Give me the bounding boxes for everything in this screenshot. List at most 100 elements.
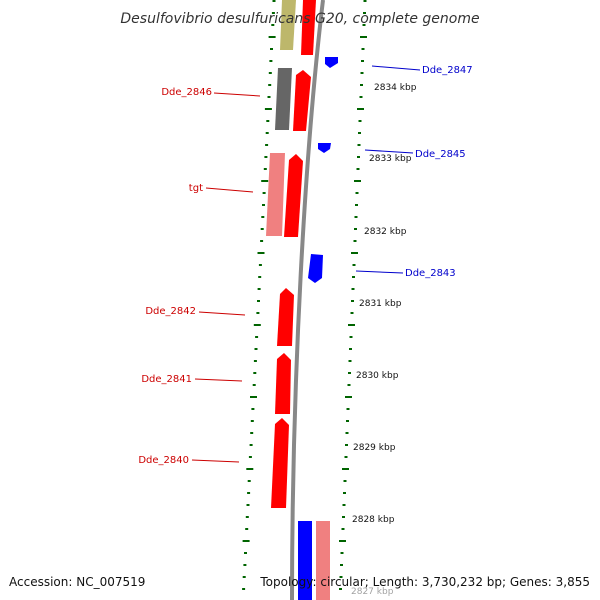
gc-track-inner-mark bbox=[257, 252, 265, 254]
gc-track-outer-mark bbox=[354, 228, 357, 230]
gc-track-outer-mark bbox=[357, 108, 364, 110]
gc-track-outer-mark bbox=[360, 36, 367, 38]
gc-track-outer-mark bbox=[360, 84, 363, 86]
gc-track-inner-mark bbox=[268, 36, 276, 38]
gene-red-top bbox=[301, 0, 316, 55]
gc-track-inner-mark bbox=[257, 300, 260, 302]
gc-track-inner-mark bbox=[249, 444, 253, 446]
gene-dde-2847 bbox=[325, 57, 338, 68]
gc-track-outer-mark bbox=[352, 276, 355, 278]
gc-track-inner-mark bbox=[264, 108, 272, 110]
gc-track-inner-mark bbox=[270, 48, 273, 50]
genome-backbone bbox=[290, 0, 325, 600]
gene-olive-feature bbox=[280, 0, 296, 50]
gc-track-outer-mark bbox=[363, 0, 367, 2]
gc-track-outer-mark bbox=[351, 300, 354, 302]
gc-track-outer-mark bbox=[362, 24, 366, 26]
gc-track-inner-mark bbox=[252, 384, 256, 386]
gc-track-inner-mark bbox=[254, 348, 258, 350]
gc-track-inner-mark bbox=[253, 360, 257, 362]
gc-track-inner-mark bbox=[271, 24, 275, 26]
gc-track-inner-mark bbox=[247, 492, 251, 494]
gc-track-inner-mark bbox=[245, 528, 249, 530]
gc-track-inner-mark bbox=[271, 12, 275, 14]
gc-track-inner-mark bbox=[261, 216, 265, 218]
gc-track-outer-mark bbox=[359, 96, 363, 98]
gc-track-inner-mark bbox=[242, 576, 246, 578]
gc-track-outer-mark bbox=[363, 12, 366, 14]
gc-track-outer-mark bbox=[345, 432, 349, 434]
gc-track-outer-mark bbox=[361, 48, 365, 50]
gc-track-inner-mark bbox=[247, 480, 251, 482]
gc-track-inner-mark bbox=[272, 0, 276, 2]
gc-track-outer-mark bbox=[355, 192, 359, 194]
gc-track-inner-mark bbox=[258, 264, 262, 266]
gc-track-inner-mark bbox=[268, 84, 272, 86]
gc-track-outer-mark bbox=[346, 420, 349, 422]
gene-dde-2842 bbox=[277, 288, 294, 346]
gc-track-outer-mark bbox=[355, 204, 358, 206]
gc-track-outer-mark bbox=[348, 360, 352, 362]
gc-track-outer-mark bbox=[345, 396, 352, 398]
kbp-label-2827: 2827 kbp bbox=[351, 587, 394, 597]
label-tgt: tgt bbox=[189, 183, 203, 194]
gc-track-outer-mark bbox=[342, 468, 349, 470]
gc-track-inner-mark bbox=[262, 192, 266, 194]
gene-tgt bbox=[284, 154, 303, 237]
gc-track-outer-mark bbox=[352, 264, 356, 266]
gc-track-inner-mark bbox=[244, 552, 247, 554]
gc-track-outer-mark bbox=[350, 312, 354, 314]
gc-track-outer-mark bbox=[345, 444, 348, 446]
gc-track-outer-mark bbox=[341, 528, 345, 530]
gc-track-inner-mark bbox=[250, 432, 254, 434]
kbp-label-2831: 2831 kbp bbox=[359, 299, 402, 309]
label-dde-2847: Dde_2847 bbox=[422, 65, 473, 76]
gene-labels: Dde_2847 Dde_2846 Dde_2845 tgt Dde_2843 … bbox=[138, 65, 472, 466]
kbp-label-2834: 2834 kbp bbox=[374, 83, 417, 93]
label-dde-2840: Dde_2840 bbox=[138, 455, 189, 466]
gc-track-inner-mark bbox=[260, 240, 264, 242]
gc-track-outer-mark bbox=[353, 240, 357, 242]
kbp-label-2830: 2830 kbp bbox=[356, 371, 399, 381]
gc-track-outer-mark bbox=[346, 408, 350, 410]
features bbox=[266, 0, 338, 600]
gc-track-outer-mark bbox=[339, 540, 346, 542]
gc-track-inner-mark bbox=[242, 540, 250, 542]
gc-track-outer-mark bbox=[348, 372, 351, 374]
label-dde-2845: Dde_2845 bbox=[415, 149, 466, 160]
gc-track-inner-mark bbox=[266, 120, 270, 122]
gc-track-outer-mark bbox=[342, 516, 345, 518]
kbp-label-2828: 2828 kbp bbox=[352, 515, 395, 525]
gc-track-outer-mark bbox=[357, 144, 361, 146]
gc-track-inner-mark bbox=[262, 204, 265, 206]
gc-track-inner-mark bbox=[263, 168, 267, 170]
gc-track-inner-mark bbox=[268, 72, 272, 74]
gene-dde-2846 bbox=[293, 70, 311, 131]
gc-track-inner-mark bbox=[258, 276, 262, 278]
gene-tgt-light bbox=[266, 153, 285, 236]
gc-track-inner-mark bbox=[253, 324, 261, 326]
gc-track-outer-mark bbox=[358, 132, 361, 134]
gc-track-inner-mark bbox=[264, 156, 268, 158]
gc-track-outer-mark bbox=[358, 120, 362, 122]
gc-track-outer-mark bbox=[348, 324, 355, 326]
gc-track-inner-mark bbox=[253, 372, 257, 374]
gc-track-outer-mark bbox=[344, 456, 348, 458]
gc-track-outer-mark bbox=[354, 216, 358, 218]
gc-track-inner-mark bbox=[246, 468, 254, 470]
gc-track-inner-mark bbox=[245, 516, 249, 518]
gc-track-inner-mark bbox=[265, 132, 269, 134]
gene-blue-bottom bbox=[298, 521, 312, 600]
gc-track-outer-mark bbox=[340, 552, 344, 554]
gc-track-inner-mark bbox=[248, 456, 252, 458]
gc-track-outer-mark bbox=[349, 336, 353, 338]
gc-track-inner-mark bbox=[242, 588, 246, 590]
accession-text: Accession: NC_007519 bbox=[9, 575, 145, 589]
gene-dde-2845 bbox=[318, 143, 331, 153]
genome-summary-text: Topology: circular; Length: 3,730,232 bp… bbox=[259, 575, 590, 589]
gc-track-outer-mark bbox=[343, 480, 347, 482]
gc-track-outer-mark bbox=[343, 492, 346, 494]
gc-track-inner-mark bbox=[255, 336, 259, 338]
gc-track-inner-mark bbox=[250, 396, 257, 398]
